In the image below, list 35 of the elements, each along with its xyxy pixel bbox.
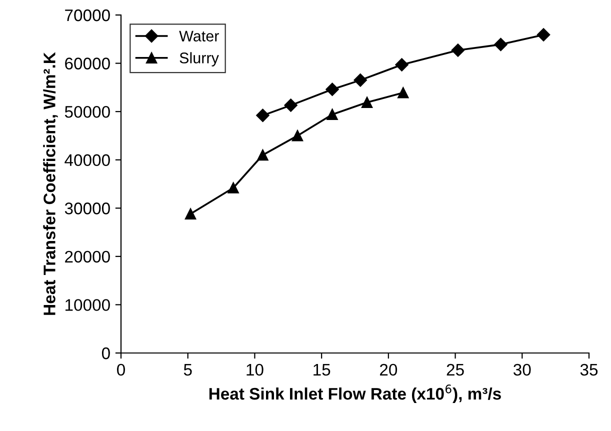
point <box>361 96 373 108</box>
point <box>326 82 339 96</box>
y-tick-label: 0 <box>102 347 110 360</box>
point <box>292 130 304 142</box>
y-tick-label: 30000 <box>64 202 110 214</box>
x-tick-label: 20 <box>380 364 398 376</box>
point <box>536 28 550 42</box>
x-tick-label: 10 <box>246 364 264 376</box>
point <box>398 87 409 98</box>
x-tick-label: 35 <box>580 364 598 376</box>
y-tick-label: 70000 <box>65 9 110 22</box>
y-tick-label: 50000 <box>64 106 110 118</box>
x-tick-label: 15 <box>314 364 330 376</box>
legend-label: Slurry <box>180 52 219 66</box>
point <box>228 182 239 194</box>
point <box>451 44 465 57</box>
y-tick-label: 60000 <box>65 58 110 70</box>
legend-label: Water <box>179 30 219 42</box>
x-tick-label: 25 <box>446 364 464 376</box>
point <box>354 74 367 87</box>
point <box>184 208 196 220</box>
point <box>326 108 338 120</box>
x-axis-title: Heat Sink Inlet Flow Rate (x10$^{6}$), m³/s <box>209 384 501 404</box>
point <box>256 108 270 122</box>
y-axis-title: Heat Transfer Coefficient, W/m².K <box>43 52 58 315</box>
point <box>395 58 408 72</box>
x-tick-label: 30 <box>514 364 531 376</box>
x-tick-label: 5 <box>184 364 192 376</box>
y-tick-label: 10000 <box>66 299 110 311</box>
y-tick-label: 20000 <box>65 250 110 263</box>
point <box>257 149 268 161</box>
y-tick-label: 40000 <box>64 154 110 166</box>
x-tick-label: 0 <box>117 364 125 376</box>
point <box>494 38 508 52</box>
point <box>284 98 298 112</box>
